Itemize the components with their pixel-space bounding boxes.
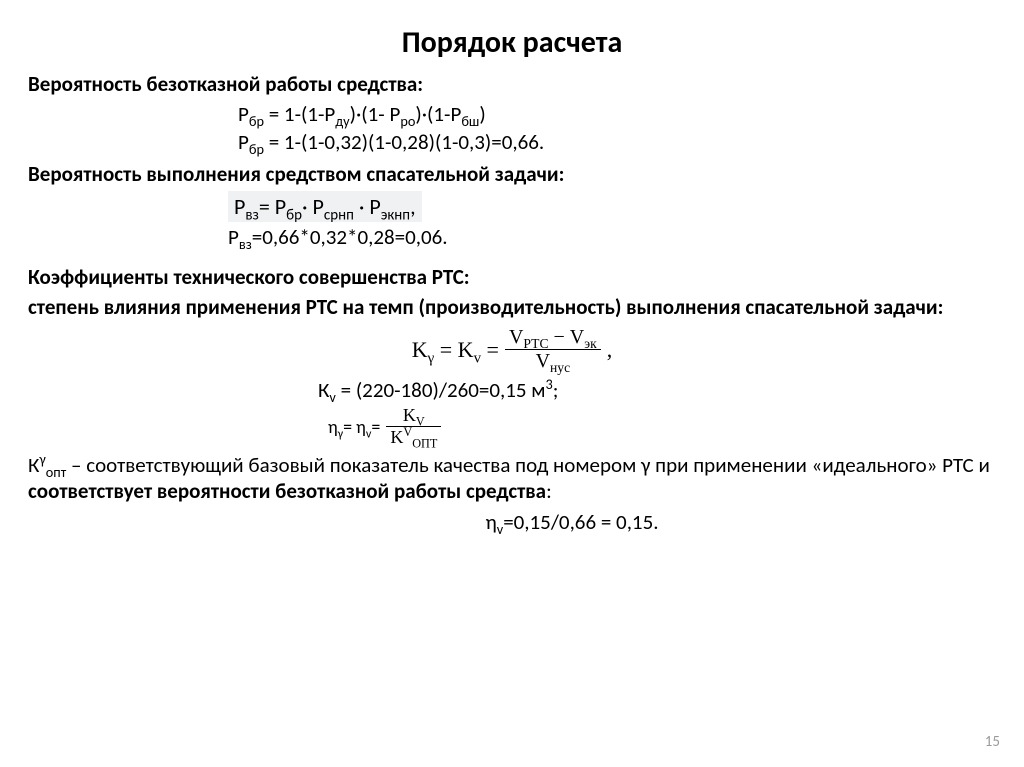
eta-lhs: ηγ= ηv= <box>328 416 380 438</box>
formula-eta: ηγ= ηv= KV KVОПТ <box>328 405 996 448</box>
formula-pbr-symbolic: Pбр = 1-(1-Pду)·(1- Pро)·(1-Pбш) <box>238 101 996 127</box>
kgamma-fraction: VРТС − Vэк Vнус <box>505 326 601 373</box>
section3-heading-line1: Коэффициенты технического совершенства Р… <box>28 264 996 290</box>
formula-eta-numeric: ηv=0,15/0,66 = 0,15. <box>148 509 996 535</box>
eta-fraction: KV KVОПТ <box>386 405 441 448</box>
formula-pvz-numeric: Pвз=0,66*0,32*0,28=0,06. <box>228 224 996 250</box>
kopt-description: Кγопт – соответствующий базовый показате… <box>28 452 996 505</box>
kgamma-numerator: VРТС − Vэк <box>505 326 601 350</box>
kgamma-trailing: , <box>607 337 613 363</box>
formula-pvz-symbolic: Pвз= Pбр· Pсрнп · Pэкнп, <box>228 191 422 222</box>
page-title: Порядок расчета <box>28 24 996 61</box>
formula-kgamma: Kγ = Kv = VРТС − Vэк Vнус , <box>28 326 996 373</box>
formula-pbr-numeric: Pбр = 1-(1-0,32)(1-0,28)(1-0,3)=0,66. <box>238 129 996 155</box>
kgamma-lhs: Kγ = Kv = <box>412 337 499 363</box>
section2-heading: Вероятность выполнения средством спасате… <box>28 161 996 187</box>
kgamma-denominator: Vнус <box>505 350 601 373</box>
formula-kv-numeric: Кv = (220-180)/260=0,15 м3; <box>318 377 996 403</box>
section1-heading: Вероятность безотказной работы средства: <box>28 71 996 97</box>
page-number: 15 <box>985 733 1000 751</box>
section3-heading-line2: степень влияния применения РТС на темп (… <box>28 294 996 320</box>
eta-numerator: KV <box>386 405 441 427</box>
eta-denominator: KVОПТ <box>386 427 441 448</box>
